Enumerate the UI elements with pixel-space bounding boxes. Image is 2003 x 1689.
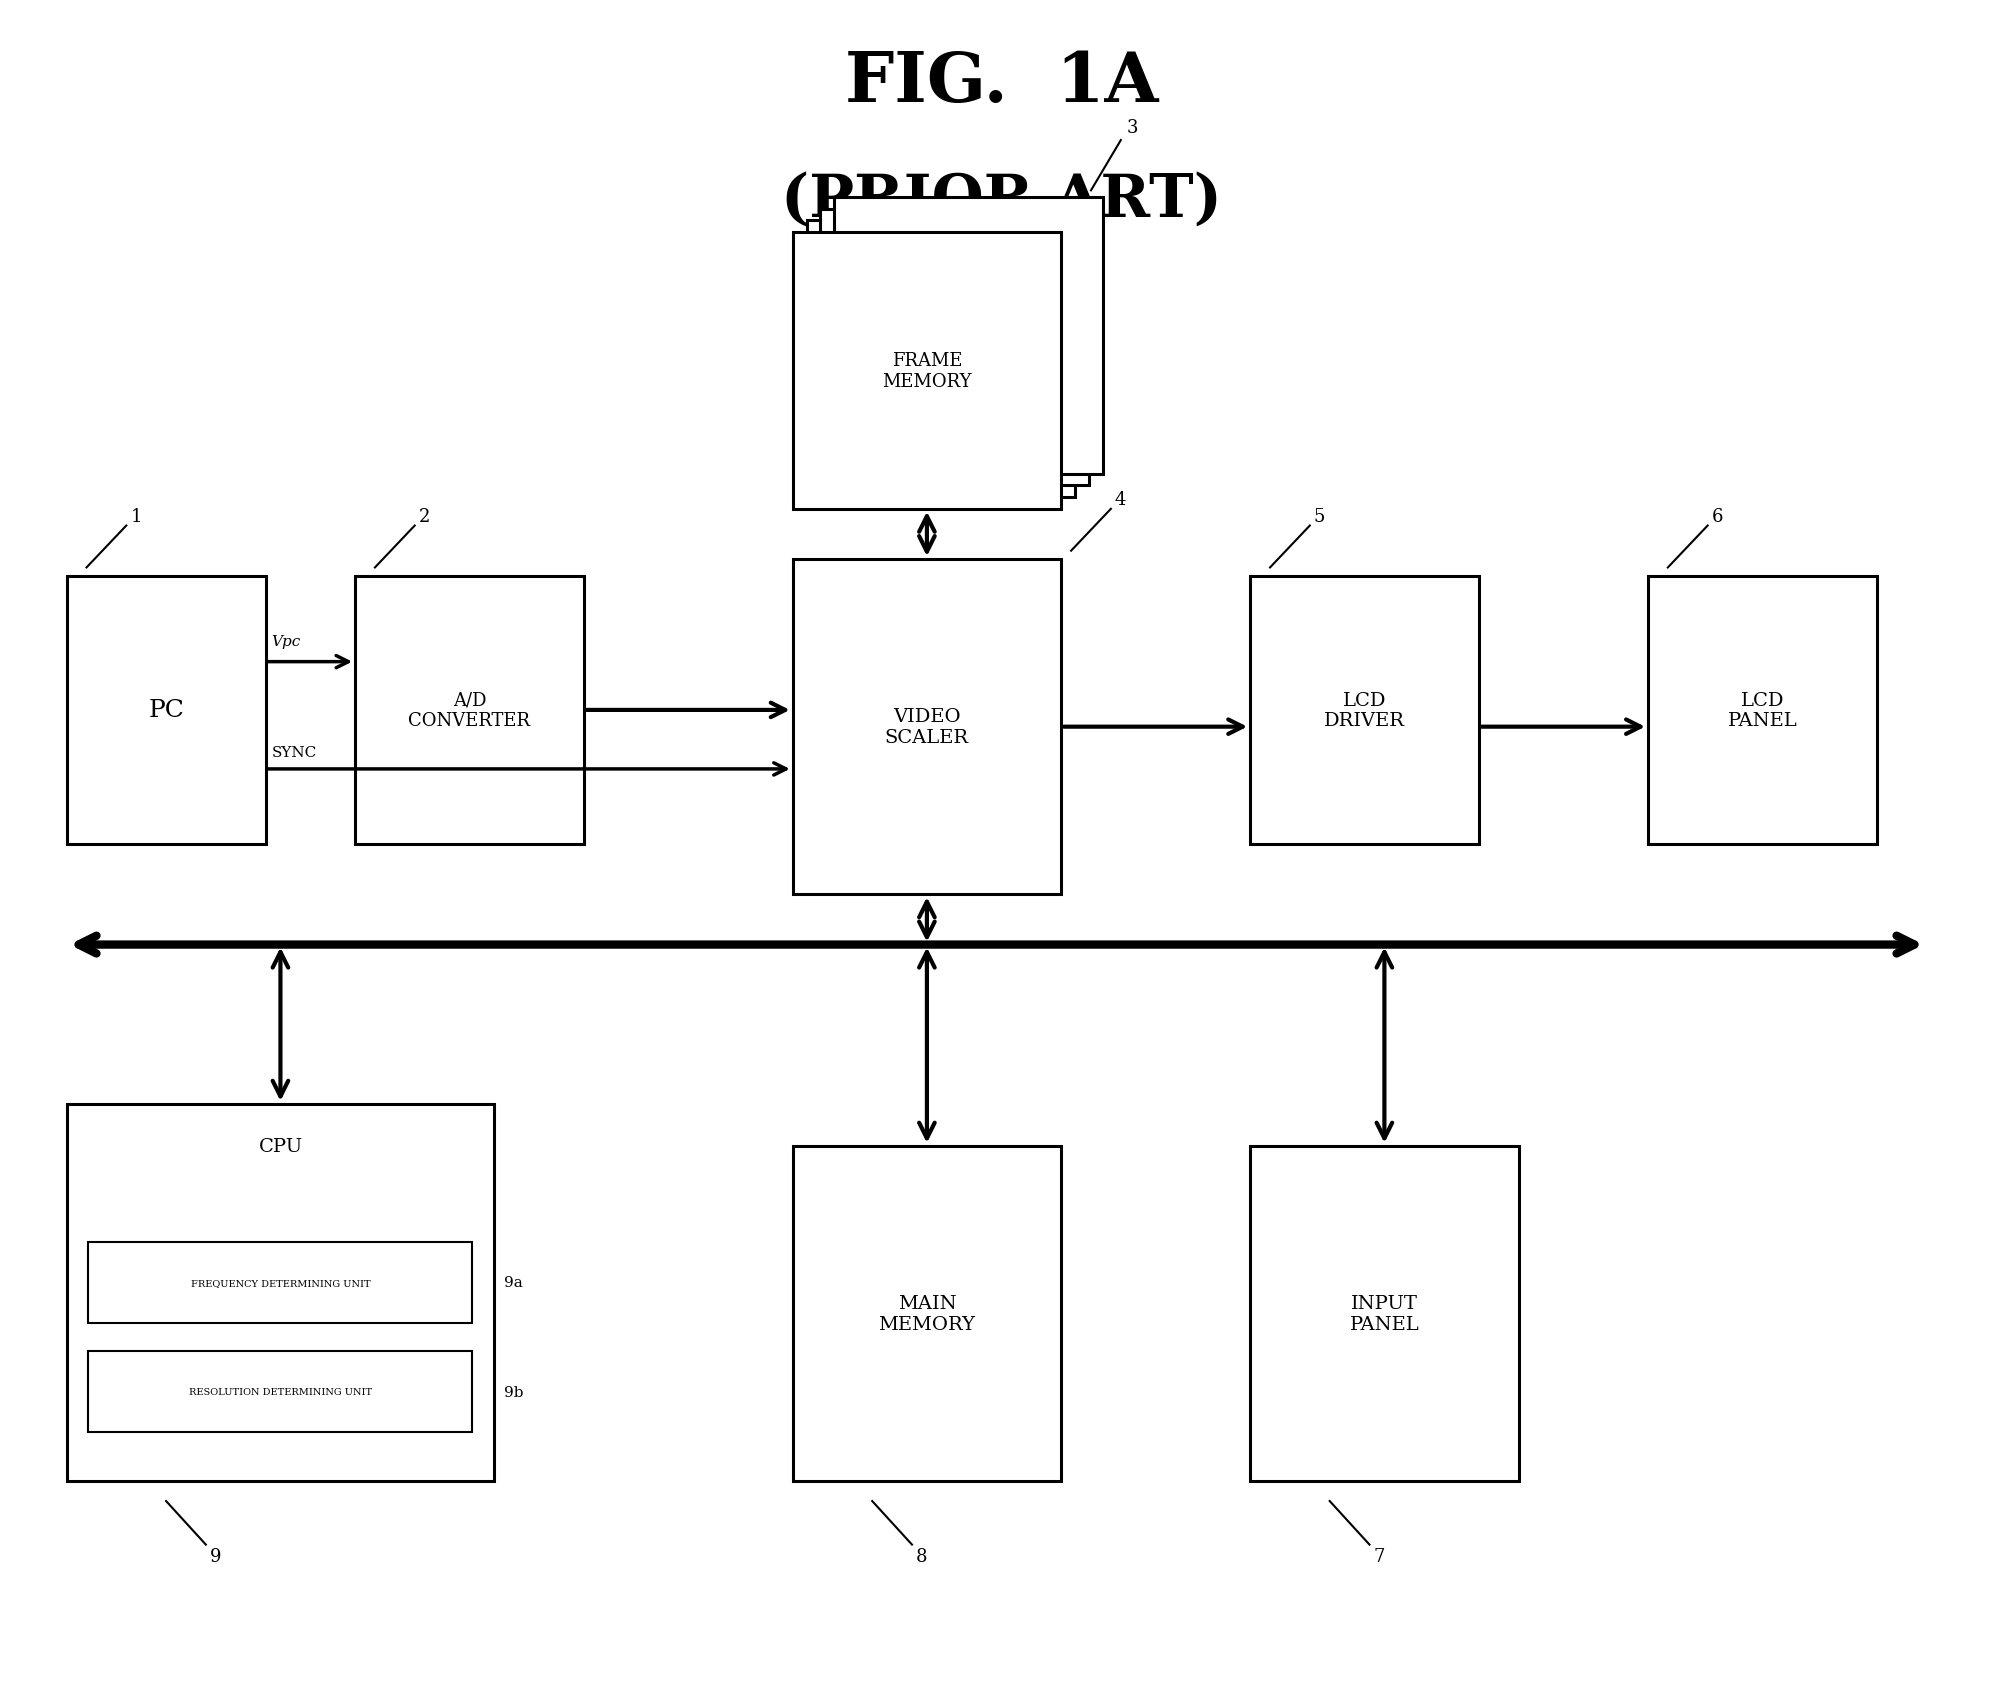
Bar (66, 576, 266, 844)
Bar (88, 1243, 473, 1322)
Bar (355, 576, 583, 844)
Text: LCD
DRIVER: LCD DRIVER (1324, 691, 1404, 730)
Text: SYNC: SYNC (272, 745, 316, 758)
Bar (1250, 1147, 1518, 1481)
Bar (793, 233, 1062, 510)
Bar (835, 198, 1104, 475)
Text: PC: PC (148, 699, 184, 721)
Text: (PRIOR ART): (PRIOR ART) (781, 171, 1222, 228)
Bar (88, 1351, 473, 1432)
Bar (1250, 576, 1478, 844)
Text: 9b: 9b (505, 1385, 523, 1398)
Bar (821, 209, 1090, 486)
Bar (66, 1105, 495, 1481)
Text: 2: 2 (419, 507, 431, 525)
Text: 8: 8 (915, 1547, 927, 1566)
Bar (807, 221, 1076, 498)
Text: 4: 4 (1116, 490, 1126, 508)
Text: Vpc: Vpc (272, 635, 300, 649)
Bar (1648, 576, 1877, 844)
Text: INPUT
PANEL: INPUT PANEL (1350, 1294, 1420, 1333)
Bar (793, 559, 1062, 895)
Text: 3: 3 (1128, 118, 1138, 137)
Text: VIDEO
SCALER: VIDEO SCALER (885, 708, 969, 747)
Bar (793, 1147, 1062, 1481)
Text: 9: 9 (210, 1547, 222, 1566)
Text: A/D
CONVERTER: A/D CONVERTER (409, 691, 531, 730)
Text: 1: 1 (130, 507, 142, 525)
Text: 5: 5 (1314, 507, 1326, 525)
Text: MAIN
MEMORY: MAIN MEMORY (879, 1294, 975, 1333)
Text: CPU: CPU (258, 1137, 302, 1155)
Text: RESOLUTION DETERMINING UNIT: RESOLUTION DETERMINING UNIT (188, 1387, 373, 1397)
Text: FIG.  1A: FIG. 1A (845, 49, 1158, 117)
Text: FRAME
MEMORY: FRAME MEMORY (881, 351, 971, 390)
Text: 6: 6 (1713, 507, 1723, 525)
Text: 7: 7 (1374, 1547, 1384, 1566)
Text: LCD
PANEL: LCD PANEL (1727, 691, 1797, 730)
Text: 9a: 9a (505, 1275, 523, 1289)
Text: FREQUENCY DETERMINING UNIT: FREQUENCY DETERMINING UNIT (190, 1279, 371, 1287)
